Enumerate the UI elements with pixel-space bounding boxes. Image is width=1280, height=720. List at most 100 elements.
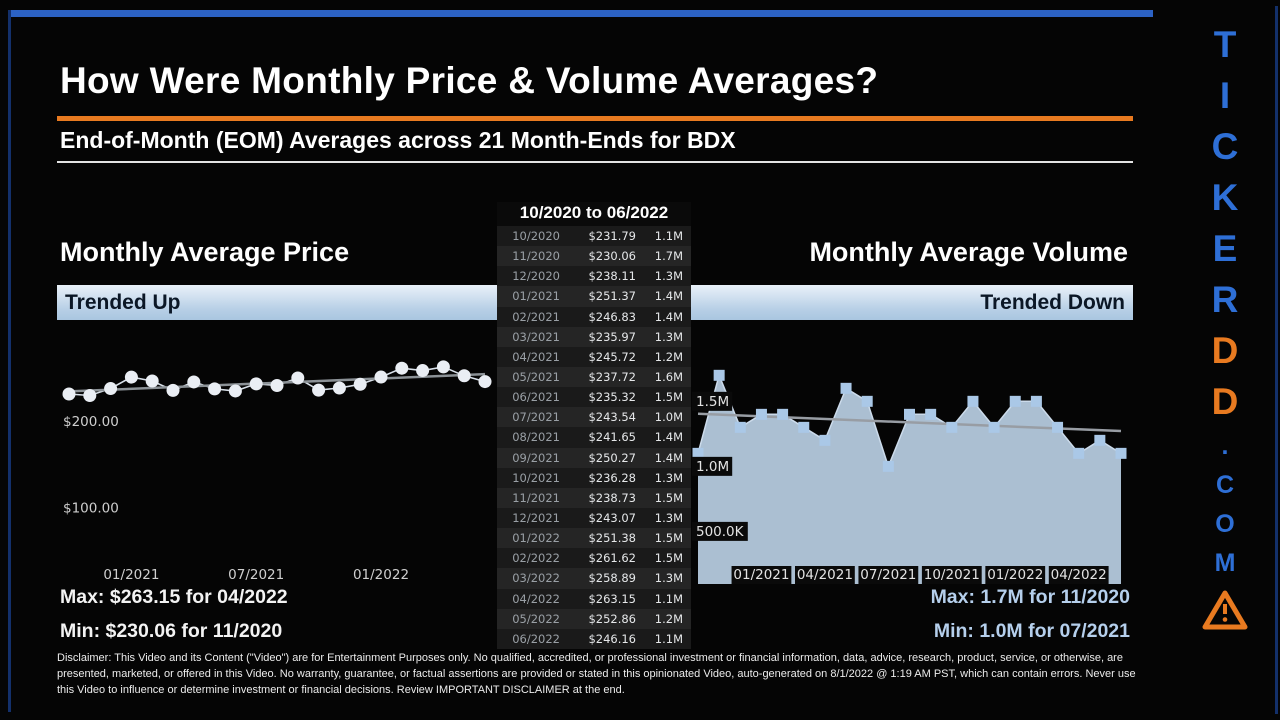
- svg-text:1.0M: 1.0M: [696, 459, 729, 475]
- cell-volume: 1.3M: [654, 269, 683, 284]
- brand-letter: M: [1214, 549, 1236, 577]
- cell-month: 04/2022: [512, 591, 560, 606]
- brand-letter: D: [1211, 330, 1239, 371]
- cell-volume: 1.4M: [654, 450, 683, 465]
- cell-volume: 1.1M: [654, 631, 683, 646]
- cell-volume: 1.7M: [654, 249, 683, 264]
- svg-text:$100.00: $100.00: [63, 501, 119, 517]
- cell-volume: 1.0M: [654, 410, 683, 425]
- cell-month: 05/2021: [512, 370, 560, 385]
- svg-text:04/2021: 04/2021: [797, 567, 853, 583]
- brand-letter: E: [1212, 228, 1238, 269]
- cell-volume: 1.4M: [654, 289, 683, 304]
- table-row: 01/2021 $251.37 1.4M: [497, 286, 691, 307]
- brand-letter: D: [1211, 381, 1239, 422]
- cell-price: $251.38: [588, 531, 636, 546]
- cell-price: $246.83: [588, 309, 636, 324]
- cell-month: 11/2021: [512, 490, 560, 505]
- cell-volume: 1.2M: [654, 349, 683, 364]
- table-row: 02/2021 $246.83 1.4M: [497, 306, 691, 327]
- cell-month: 01/2022: [512, 531, 560, 546]
- cell-month: 03/2022: [512, 571, 560, 586]
- table-row: 03/2021 $235.97 1.3M: [497, 326, 691, 347]
- cell-volume: 1.5M: [654, 490, 683, 505]
- cell-volume: 1.3M: [654, 511, 683, 526]
- svg-text:04/2022: 04/2022: [1051, 567, 1107, 583]
- cell-month: 06/2022: [512, 631, 560, 646]
- cell-volume: 1.1M: [654, 229, 683, 244]
- cell-price: $230.06: [588, 249, 636, 264]
- cell-month: 07/2021: [512, 410, 560, 425]
- page-subtitle: End-of-Month (EOM) Averages across 21 Mo…: [60, 127, 736, 153]
- table-row: 02/2022 $261.62 1.5M: [497, 548, 691, 569]
- cell-month: 05/2022: [512, 611, 560, 626]
- brand-letter: R: [1211, 279, 1239, 320]
- svg-text:01/2022: 01/2022: [353, 567, 409, 583]
- cell-price: $251.37: [588, 289, 636, 304]
- cell-month: 02/2021: [512, 309, 560, 324]
- svg-text:07/2021: 07/2021: [228, 567, 284, 583]
- cell-volume: 1.1M: [654, 591, 683, 606]
- cell-volume: 1.3M: [654, 470, 683, 485]
- cell-price: $258.89: [588, 571, 636, 586]
- left-accent-bar: [8, 10, 11, 712]
- cell-price: $238.11: [588, 269, 636, 284]
- svg-text:1.5M: 1.5M: [696, 394, 729, 410]
- table-row: 04/2022 $263.15 1.1M: [497, 588, 691, 609]
- svg-text:10/2021: 10/2021: [924, 567, 980, 583]
- cell-volume: 1.4M: [654, 430, 683, 445]
- table-row: 12/2021 $243.07 1.3M: [497, 507, 691, 529]
- svg-text:01/2022: 01/2022: [987, 567, 1043, 583]
- cell-price: $236.28: [588, 470, 636, 485]
- cell-price: $252.86: [588, 611, 636, 626]
- cell-price: $243.54: [588, 410, 636, 425]
- eom-table-title: 10/2020 to 06/2022: [519, 203, 669, 222]
- cell-month: 02/2022: [512, 551, 560, 566]
- cell-price: $246.16: [588, 631, 636, 646]
- cell-volume: 1.4M: [654, 309, 683, 324]
- cell-price: $243.07: [588, 511, 636, 526]
- cell-volume: 1.5M: [654, 551, 683, 566]
- table-row: 10/2020 $231.79 1.1M: [497, 226, 691, 247]
- table-row: 07/2021 $243.54 1.0M: [497, 407, 691, 428]
- cell-month: 08/2021: [512, 430, 560, 445]
- volume-chart: 1.5M 1.0M 500.0K 01/2021 04/2021 07/2021 10/20…: [692, 369, 1127, 584]
- cell-month: 10/2020: [512, 229, 560, 244]
- cell-volume: 1.3M: [654, 329, 683, 344]
- table-row: 05/2021 $237.72 1.6M: [497, 366, 691, 388]
- brand-letter: O: [1215, 510, 1235, 538]
- table-row: 11/2020 $230.06 1.7M: [497, 246, 691, 267]
- table-row: 06/2022 $246.16 1.1M: [497, 628, 691, 649]
- cell-price: $235.32: [588, 390, 636, 405]
- subtitle-underline: [57, 161, 1133, 163]
- brand-warning-triangle-icon: [1202, 590, 1248, 630]
- table-row: 09/2021 $250.27 1.4M: [497, 447, 691, 468]
- table-row: 12/2020 $238.11 1.3M: [497, 266, 691, 287]
- brand-letter: C: [1215, 471, 1235, 499]
- cell-volume: 1.6M: [654, 370, 683, 385]
- volume-max-label: Max: 1.7M for 11/2020: [930, 586, 1130, 608]
- table-row: 04/2021 $245.72 1.2M: [497, 346, 691, 367]
- svg-text:$200.00: $200.00: [63, 414, 119, 430]
- table-row: 01/2022 $251.38 1.5M: [497, 528, 691, 549]
- price-max-label: Max: $263.15 for 04/2022: [60, 586, 288, 608]
- cell-price: $245.72: [588, 349, 636, 364]
- cell-month: 09/2021: [512, 450, 560, 465]
- title-underline: [57, 116, 1133, 121]
- cell-month: 12/2021: [512, 511, 560, 526]
- price-chart-title: Monthly Average Price: [60, 237, 350, 267]
- cell-price: $263.15: [588, 591, 636, 606]
- brand-letter: I: [1219, 75, 1231, 116]
- brand-letter: C: [1211, 126, 1239, 167]
- eom-table: 10/2020 to 06/2022 10/2020 $231.79 1.1M 11/…: [497, 202, 691, 649]
- cell-price: $241.65: [588, 430, 636, 445]
- cell-month: 04/2021: [512, 349, 560, 364]
- cell-volume: 1.2M: [654, 611, 683, 626]
- cell-month: 06/2021: [512, 390, 560, 405]
- volume-min-label: Min: 1.0M for 07/2021: [933, 620, 1130, 642]
- table-row: 08/2021 $241.65 1.4M: [497, 427, 691, 448]
- volume-trend-banner: Trended Down: [690, 285, 1133, 320]
